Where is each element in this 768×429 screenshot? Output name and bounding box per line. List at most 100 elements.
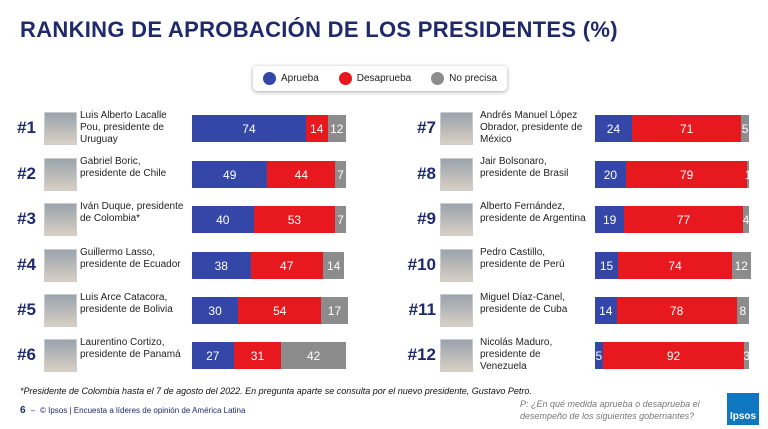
- legend-label: Aprueba: [280, 73, 319, 84]
- rank: #3: [17, 209, 36, 228]
- legend-swatch: [431, 72, 445, 85]
- photo: [44, 158, 77, 191]
- bar-segment: [747, 161, 749, 188]
- bar-segment: [595, 252, 619, 279]
- photo: [440, 203, 473, 236]
- bar-segment: [595, 297, 617, 324]
- bar-segment: [335, 161, 346, 188]
- president-name: Miguel Díaz-Canel, presidente de Cuba: [480, 292, 568, 315]
- bar-segment: [192, 252, 251, 279]
- bar-segment: [192, 161, 268, 188]
- value-label: 71: [679, 121, 694, 136]
- rank: #6: [17, 345, 36, 364]
- bar-segment: [595, 206, 625, 233]
- value-label: 12: [734, 258, 748, 273]
- value-label: 42: [306, 348, 321, 363]
- bar-segment: [616, 297, 737, 324]
- value-label: 92: [666, 348, 681, 363]
- footer: 6 – © Ipsos | Encuesta a líderes de opin…: [20, 405, 245, 416]
- value-label: 7: [337, 167, 344, 182]
- bar-segment: [595, 161, 626, 188]
- president-name: Luis Alberto Lacalle Pou, presidente de …: [80, 110, 167, 145]
- bar-segment: [192, 115, 306, 142]
- logo: Ipsos: [727, 393, 759, 425]
- value-label: 38: [214, 258, 228, 273]
- value-label: 78: [669, 303, 684, 318]
- rank: #12: [407, 345, 436, 364]
- legend-item: Aprueba: [262, 72, 319, 85]
- bar-segment: [732, 252, 751, 279]
- bar-segment: [595, 115, 632, 142]
- bar-segment: [624, 206, 743, 233]
- value-label: 40: [216, 212, 230, 227]
- bar-segment: [742, 206, 749, 233]
- bar-segment: [602, 342, 745, 369]
- bar-segment: [192, 342, 234, 369]
- bar-segment: [238, 297, 322, 324]
- bar-segment: [253, 206, 336, 233]
- value-label: 1: [744, 167, 752, 182]
- page-number: 6: [20, 405, 26, 416]
- separator: –: [30, 406, 36, 415]
- value-label: 14: [599, 303, 613, 318]
- value-label: 49: [223, 167, 237, 182]
- president-name: Luis Arce Catacora, presidente de Bolivi…: [80, 292, 173, 315]
- bar-segment: [744, 342, 749, 369]
- photo: [440, 339, 473, 372]
- rank: #1: [17, 118, 36, 137]
- photo: [44, 339, 77, 372]
- value-label: 3: [743, 348, 751, 363]
- value-label: 12: [330, 121, 344, 136]
- value-label: 27: [206, 348, 220, 363]
- bar-segment: [250, 252, 323, 279]
- bar-segment: [736, 297, 749, 324]
- rank: #9: [417, 209, 436, 228]
- value-label: 8: [739, 303, 747, 318]
- footnote: *Presidente de Colombia hasta el 7 de ag…: [20, 386, 532, 396]
- value-label: 19: [602, 212, 617, 227]
- value-label: 53: [287, 212, 302, 227]
- rank: #11: [408, 300, 436, 319]
- bar-segment: [321, 297, 348, 324]
- value-label: 31: [250, 348, 265, 363]
- value-label: 20: [603, 167, 618, 182]
- value-label: 4: [742, 212, 750, 227]
- value-label: 17: [327, 303, 342, 318]
- bar-segment: [281, 342, 346, 369]
- rank: #2: [17, 164, 36, 183]
- value-label: 47: [280, 258, 294, 273]
- value-label: 74: [242, 121, 256, 136]
- legend-label: Desaprueba: [356, 73, 412, 84]
- president-name: Andrés Manuel López Obrador, presidente …: [480, 110, 583, 145]
- bar-segment: [335, 206, 346, 233]
- value-label: 77: [676, 212, 691, 227]
- president-name: Guillermo Lasso, presidente de Ecuador: [80, 247, 181, 270]
- president-name: Iván Duque, presidente de Colombia*: [80, 201, 184, 224]
- rank: #8: [417, 164, 436, 183]
- bar-segment: [267, 161, 336, 188]
- legend-swatch: [338, 72, 352, 85]
- value-label: 14: [326, 258, 341, 273]
- bar-segment: [327, 115, 346, 142]
- bar-segment: [625, 161, 748, 188]
- photo: [440, 249, 473, 282]
- bar-segment: [631, 115, 742, 142]
- value-label: 30: [208, 303, 222, 318]
- photo: [44, 294, 77, 327]
- president-name: Pedro Castillo, presidente de Perú: [480, 247, 565, 270]
- value-label: 24: [606, 121, 621, 136]
- chart-title: RANKING DE APROBACIÓN DE LOS PRESIDENTES…: [20, 17, 618, 42]
- president-name: Laurentino Cortizo, presidente de Panamá: [80, 337, 181, 360]
- photo: [44, 112, 77, 145]
- photo: [440, 294, 473, 327]
- value-label: 79: [679, 167, 694, 182]
- president-name: Gabriel Boric, presidente de Chile: [80, 156, 167, 179]
- bar-segment: [305, 115, 328, 142]
- rank: #7: [417, 118, 436, 137]
- value-label: 14: [310, 121, 324, 136]
- value-label: 44: [294, 167, 308, 182]
- rank: #10: [407, 255, 436, 274]
- question: P: ¿En qué medida aprueba o desaprueba e…: [520, 399, 700, 421]
- photo: [44, 203, 77, 236]
